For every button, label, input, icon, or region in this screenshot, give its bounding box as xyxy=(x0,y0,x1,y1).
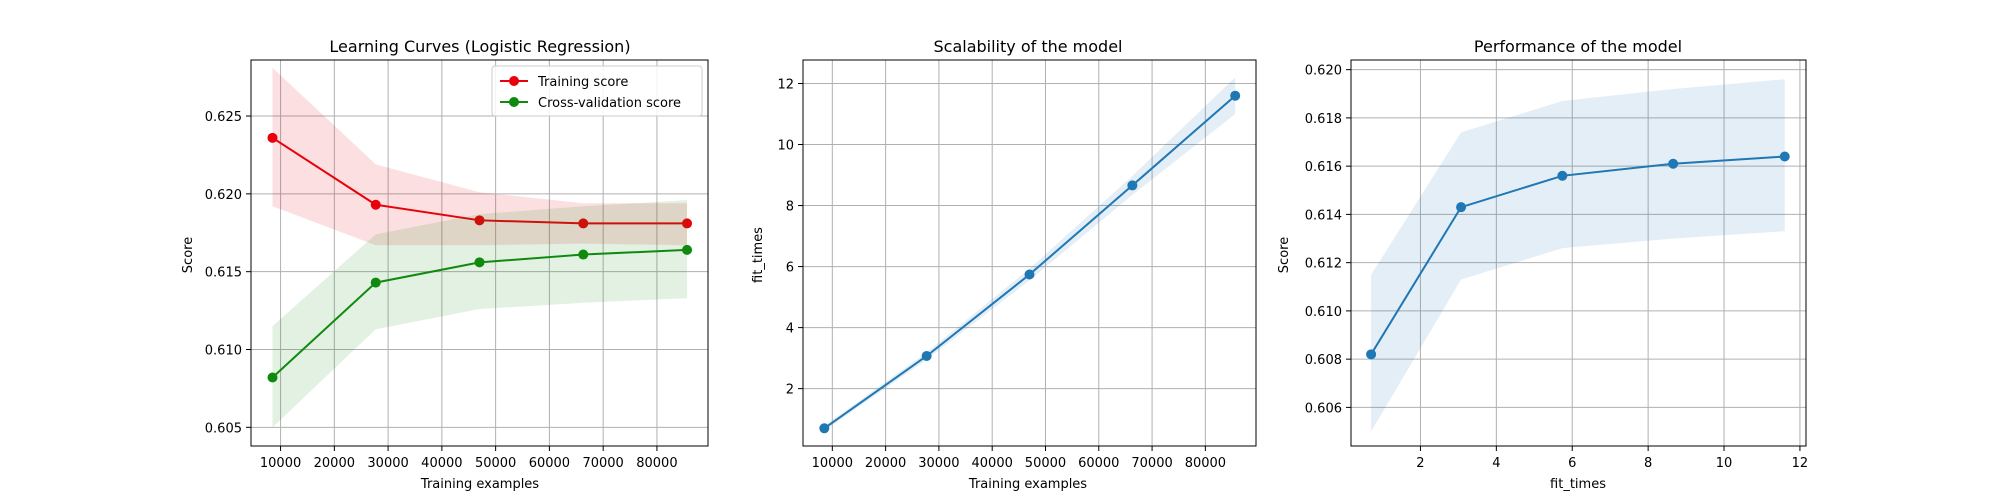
axes-frame xyxy=(250,59,709,447)
data-point xyxy=(1230,90,1241,101)
data-point xyxy=(1366,349,1377,360)
x-tick-label: 70000 xyxy=(582,456,623,471)
data-point xyxy=(1779,151,1790,162)
legend-label: Training score xyxy=(537,75,628,90)
plot-area: 2 4 6 8 10 12 0.606 0.608 0.610 0.612 0.614 0.616 0.… xyxy=(1305,59,1809,471)
y-tick-label: 0.612 xyxy=(1305,257,1342,272)
data-point xyxy=(1668,158,1679,169)
x-tick-label: 80000 xyxy=(636,456,677,471)
legend-marker xyxy=(509,76,519,86)
series-band xyxy=(1371,79,1785,432)
y-tick-label: 0.608 xyxy=(1305,353,1342,368)
y-axis-label: fit_times xyxy=(751,227,766,283)
chart-title: Learning Curves (Logistic Regression) xyxy=(329,37,630,56)
chart-title: Scalability of the model xyxy=(934,37,1123,56)
x-tick-label: 40000 xyxy=(972,456,1013,471)
data-point xyxy=(474,215,485,226)
x-tick-label: 2 xyxy=(1416,456,1424,471)
x-tick-label: 10000 xyxy=(812,456,853,471)
y-tick-label: 0.610 xyxy=(205,344,242,359)
y-tick-label: 2 xyxy=(786,383,794,398)
x-tick-label: 70000 xyxy=(1131,456,1172,471)
y-tick-label: 0.614 xyxy=(1305,208,1342,223)
x-tick-label: 20000 xyxy=(865,456,906,471)
y-axis-label: Score xyxy=(1277,237,1292,273)
y-tick-label: 0.605 xyxy=(205,421,242,436)
data-point xyxy=(1456,202,1467,213)
data-point xyxy=(682,244,693,255)
y-tick-label: 0.610 xyxy=(1305,305,1342,320)
y-tick-label: 0.618 xyxy=(1305,112,1342,127)
chart-title: Performance of the model xyxy=(1474,37,1682,56)
y-axis-label: Score xyxy=(181,237,196,273)
legend-label: Cross-validation score xyxy=(538,96,681,111)
y-tick-label: 0.625 xyxy=(205,110,242,125)
y-tick-label: 0.615 xyxy=(205,266,242,281)
data-point xyxy=(819,423,830,434)
x-tick-label: 50000 xyxy=(475,456,516,471)
x-tick-label: 30000 xyxy=(367,456,408,471)
x-tick-label: 8 xyxy=(1644,456,1652,471)
data-point xyxy=(1557,170,1568,181)
data-point xyxy=(267,132,278,143)
y-tick-label: 6 xyxy=(786,261,794,276)
plot-area: 10000 20000 30000 40000 50000 60000 70000 80000… xyxy=(205,59,709,471)
y-tick-label: 8 xyxy=(786,200,794,215)
x-axis-label: Training examples xyxy=(968,477,1087,492)
x-tick-label: 80000 xyxy=(1185,456,1226,471)
scalability-panel: Scalability of the model Training exampl… xyxy=(751,37,1257,492)
y-tick-label: 0.606 xyxy=(1305,401,1342,416)
x-tick-label: 50000 xyxy=(1025,456,1066,471)
data-point xyxy=(921,350,932,361)
plot-area: 10000 20000 30000 40000 50000 60000 70000 80000… xyxy=(777,59,1257,471)
data-point xyxy=(370,199,381,210)
y-tick-label: 4 xyxy=(786,322,794,337)
data-point xyxy=(578,249,589,260)
axes-frame xyxy=(802,59,1257,447)
y-tick-label: 0.620 xyxy=(205,188,242,203)
x-tick-label: 4 xyxy=(1492,456,1500,471)
legend-marker xyxy=(509,97,519,107)
x-tick-label: 12 xyxy=(1792,456,1809,471)
data-point xyxy=(578,218,589,229)
x-axis-label: fit_times xyxy=(1550,477,1606,492)
y-tick-label: 10 xyxy=(777,139,794,154)
data-point xyxy=(474,257,485,268)
y-tick-label: 0.616 xyxy=(1305,160,1342,175)
x-tick-label: 60000 xyxy=(1078,456,1119,471)
x-tick-label: 20000 xyxy=(314,456,355,471)
legend-box xyxy=(491,65,703,117)
data-point xyxy=(370,277,381,288)
data-point xyxy=(1127,180,1138,191)
learning-curves-panel: Learning Curves (Logistic Regression) Tr… xyxy=(181,37,709,492)
y-tick-label: 0.620 xyxy=(1305,64,1342,79)
x-tick-label: 10000 xyxy=(260,456,301,471)
x-tick-label: 40000 xyxy=(421,456,462,471)
y-tick-label: 12 xyxy=(777,77,794,92)
x-tick-label: 6 xyxy=(1568,456,1576,471)
x-tick-label: 10 xyxy=(1716,456,1733,471)
data-point xyxy=(1024,269,1035,280)
performance-panel: Performance of the model fit_times Score… xyxy=(1277,37,1808,492)
data-point xyxy=(682,218,693,229)
axes-frame xyxy=(1350,59,1807,447)
x-tick-label: 60000 xyxy=(529,456,570,471)
data-point xyxy=(267,372,278,383)
x-axis-label: Training examples xyxy=(420,477,539,492)
x-tick-label: 30000 xyxy=(918,456,959,471)
